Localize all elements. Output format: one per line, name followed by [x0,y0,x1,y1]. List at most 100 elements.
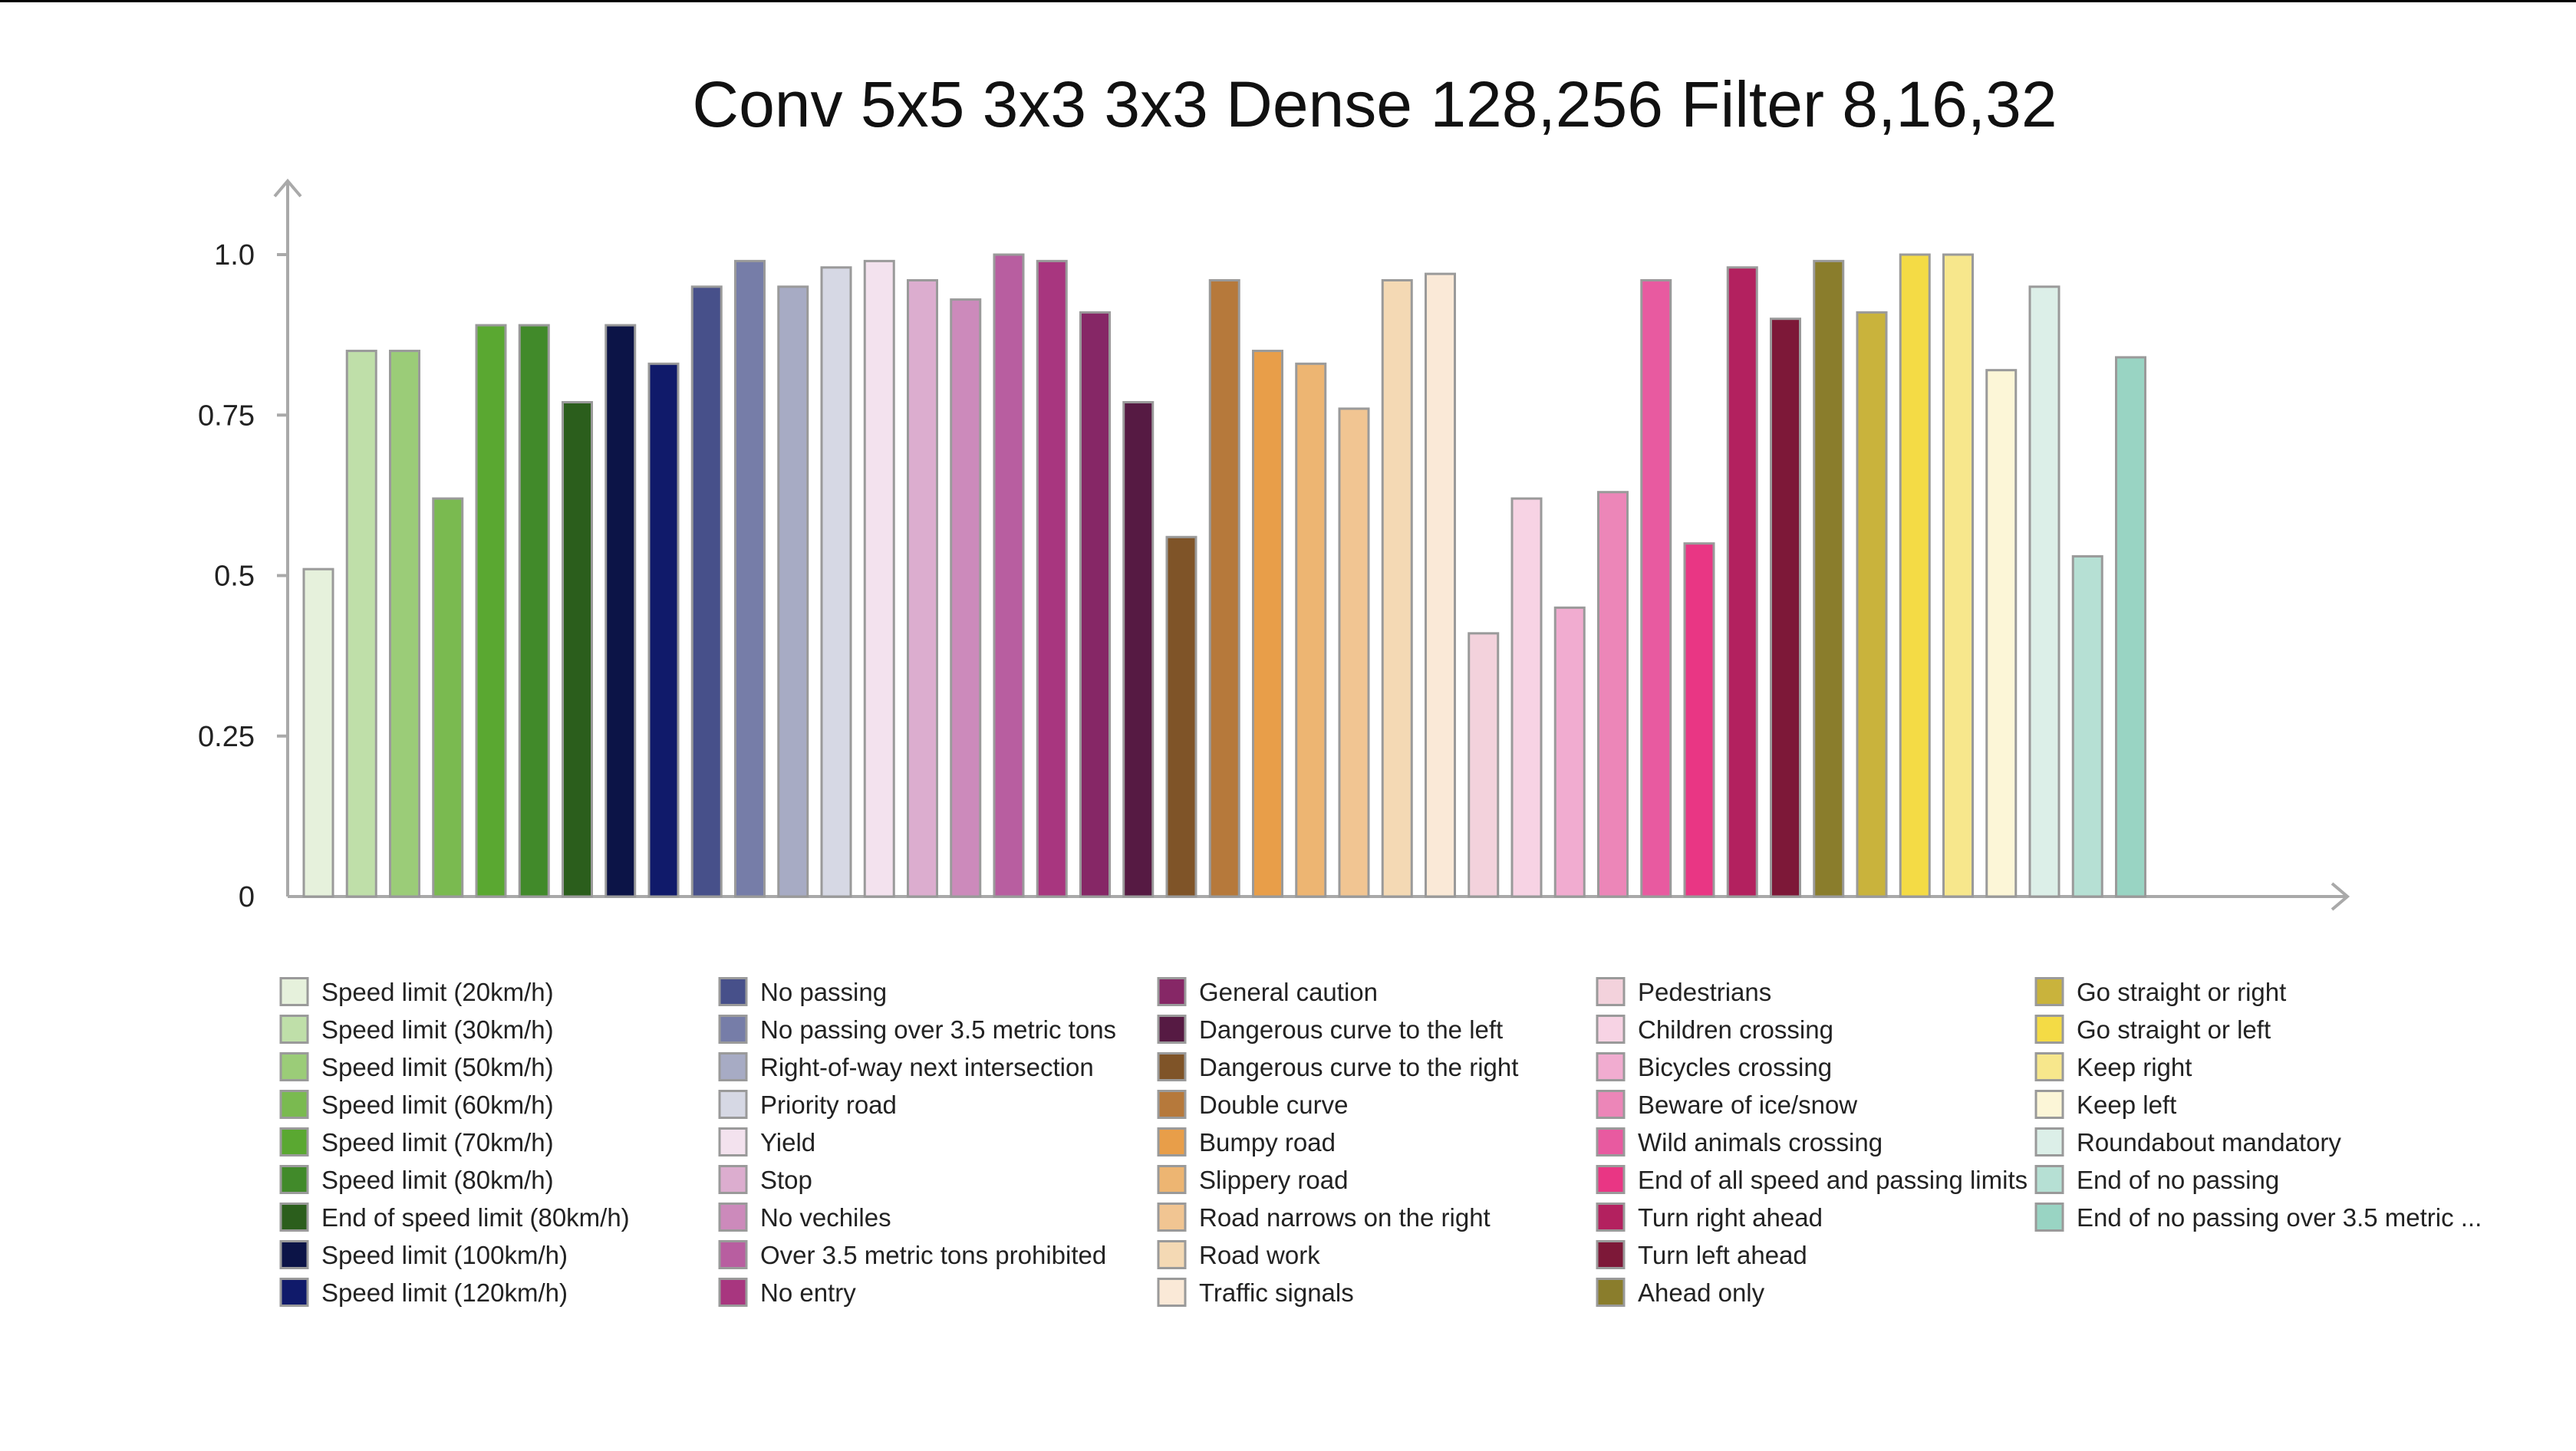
legend-label: Traffic signals [1199,1278,1354,1307]
legend-swatch [2034,1015,2064,1044]
legend-swatch [1596,977,1626,1006]
bar [432,497,464,898]
legend-label: Speed limit (100km/h) [321,1241,568,1269]
bar [1208,278,1240,898]
legend-label: No vechiles [760,1203,891,1232]
legend-label: Stop [760,1166,812,1194]
bar [1036,259,1068,898]
y-tick-label: 0.5 [214,561,255,593]
legend-label: Over 3.5 metric tons prohibited [760,1241,1106,1269]
legend-label: Turn right ahead [1638,1203,1823,1232]
legend-swatch [1596,1165,1626,1194]
bar [1165,535,1197,898]
top-border-line [0,0,2576,2]
legend-label: Pedestrians [1638,978,1771,1006]
legend-label: Wild animals crossing [1638,1128,1883,1157]
legend-swatch [1157,1203,1187,1232]
bar [1338,407,1370,898]
bar [907,278,938,898]
legend-label: Speed limit (120km/h) [321,1278,568,1307]
legend-swatch [1157,1127,1187,1157]
bar [1899,253,1931,898]
legend-swatch [2034,1203,2064,1232]
bar [1985,369,2018,898]
y-tick-label: 0.25 [198,721,255,753]
bar [389,350,420,898]
legend-label: Children crossing [1638,1015,1833,1044]
bar [2071,554,2103,898]
legend-swatch [1596,1203,1626,1232]
legend-swatch [279,1052,309,1081]
legend-label: Beware of ice/snow [1638,1091,1857,1119]
legend-label: End of no passing [2077,1166,2279,1194]
legend-label: Speed limit (30km/h) [321,1015,554,1044]
legend-swatch [718,1203,748,1232]
legend-label: No passing [760,978,887,1006]
legend-swatch [279,1127,309,1157]
bar [1683,542,1715,898]
bar [1510,497,1543,898]
chart-title: Conv 5x5 3x3 3x3 Dense 128,256 Filter 8,… [692,68,2057,140]
legend-swatch [1596,1090,1626,1119]
legend-swatch [2034,1127,2064,1157]
legend-swatch [2034,1090,2064,1119]
legend-label: Ahead only [1638,1278,1765,1307]
legend-label: Go straight or left [2077,1015,2271,1044]
legend-swatch [718,1015,748,1044]
legend-swatch [718,1090,748,1119]
legend-label: Turn left ahead [1638,1241,1807,1269]
legend-swatch [279,1165,309,1194]
bar [2028,285,2060,898]
legend-swatch [718,1052,748,1081]
legend-label: Priority road [760,1091,897,1119]
legend-label: Speed limit (80km/h) [321,1166,554,1194]
legend-label: General caution [1199,978,1378,1006]
bar [1122,401,1155,898]
bar [734,259,766,898]
bar [1726,266,1758,898]
legend-swatch [718,1127,748,1157]
bar [1252,350,1283,898]
bar [2115,356,2146,898]
legend-label: Speed limit (70km/h) [321,1128,554,1157]
legend-swatch [1157,1052,1187,1081]
legend-label: End of speed limit (80km/h) [321,1203,630,1232]
legend-label: Double curve [1199,1091,1348,1119]
legend-swatch [718,1165,748,1194]
legend-label: Keep right [2077,1053,2192,1081]
bar [1942,253,1974,898]
legend-label: Bumpy road [1199,1128,1336,1157]
legend-swatch [279,1278,309,1307]
bar [820,266,852,898]
legend-swatch [279,977,309,1006]
bar [1468,632,1500,898]
legend-label: Road narrows on the right [1199,1203,1491,1232]
legend-swatch [1596,1127,1626,1157]
y-tick-label: 0.75 [198,400,255,432]
bar [647,362,680,898]
legend-label: Road work [1199,1241,1320,1269]
legend-label: Speed limit (60km/h) [321,1091,554,1119]
bar [1425,272,1456,898]
bar [1770,318,1801,898]
legend-swatch [718,1240,748,1269]
legend-swatch [1157,1090,1187,1119]
legend-swatch [1157,1015,1187,1044]
legend-swatch [279,1203,309,1232]
bar [1553,606,1586,898]
legend-label: No entry [760,1278,856,1307]
bar [1640,278,1672,898]
bar [690,285,723,898]
legend-label: End of all speed and passing limits [1638,1166,2028,1194]
legend-label: Bicycles crossing [1638,1053,1832,1081]
legend-label: Dangerous curve to the right [1199,1053,1518,1081]
legend-swatch [1157,1165,1187,1194]
legend-swatch [279,1015,309,1044]
bar [1079,311,1111,898]
legend-label: Yield [760,1128,815,1157]
legend-label: Keep left [2077,1091,2176,1119]
legend-swatch [2034,1165,2064,1194]
legend-label: Go straight or right [2077,978,2286,1006]
legend-swatch [2034,1052,2064,1081]
